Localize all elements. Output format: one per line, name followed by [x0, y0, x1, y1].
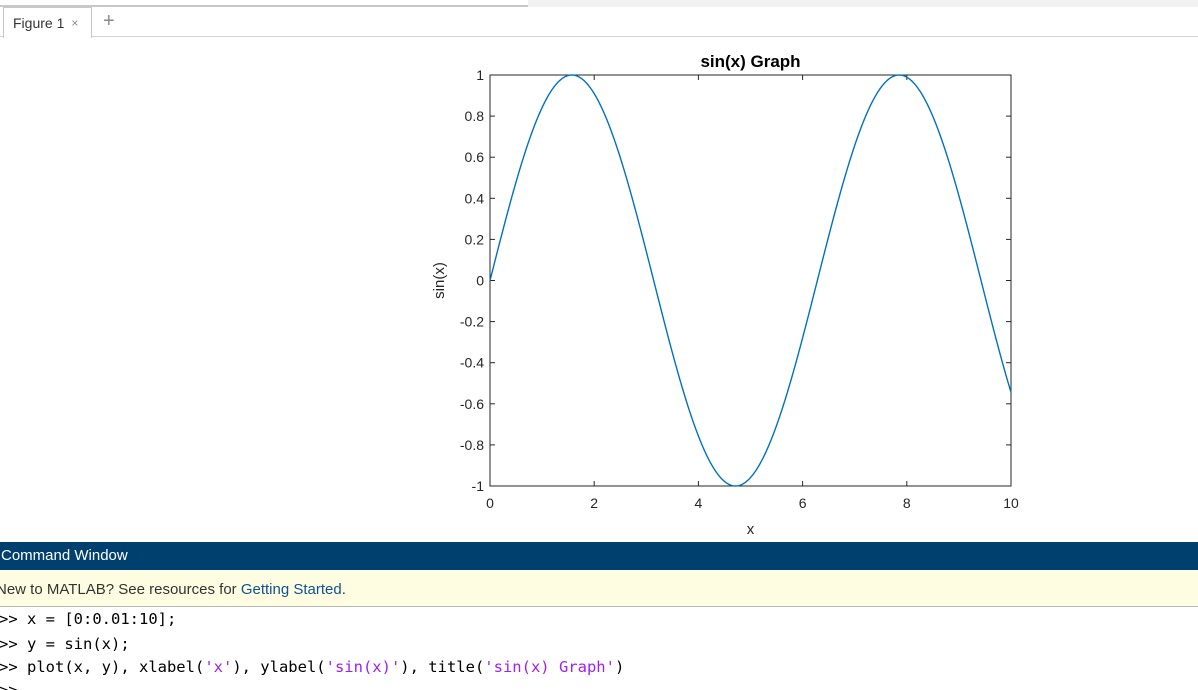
close-icon[interactable]: ×: [71, 16, 79, 30]
string-literal: 'sin(x) Graph': [484, 658, 615, 676]
command-code: ): [614, 658, 625, 676]
x-tick-label: 2: [590, 495, 598, 511]
axes: 0 2 4 6 8 10 1 0.8 0.6 0.4 0.2 0 -0.2 -0.4 -0.6 -0.8 -1: [460, 67, 1019, 511]
y-tick-label: 0.2: [465, 231, 485, 247]
x-tick-label: 0: [486, 495, 494, 511]
axes-box: [489, 74, 1012, 487]
command-code: plot(x, y), xlabel(: [27, 658, 205, 676]
prompt: >>: [0, 681, 27, 690]
chart-title: sin(x) Graph: [700, 52, 800, 71]
tab-label: Figure 1: [13, 15, 65, 31]
series-line-sin: [489, 74, 1012, 487]
figure-canvas: sin(x) Graph 0 2 4 6 8 10 1 0.8 0.6 0.4 0.2 0 -0.2 -0…: [0, 38, 1198, 542]
y-tick-label: 0.4: [465, 190, 485, 206]
x-tick-label: 6: [799, 495, 807, 511]
x-axis-label: x: [747, 521, 755, 538]
command-line: >> y = sin(x);: [0, 635, 130, 653]
command-window-body[interactable]: >> x = [0:0.01:10]; >> y = sin(x); >> pl…: [0, 608, 1198, 690]
sine-plot: sin(x) Graph 0 2 4 6 8 10 1 0.8 0.6 0.4 0.2 0 -0.2 -0…: [431, 52, 1019, 538]
getting-started-link[interactable]: Getting Started: [240, 581, 342, 598]
tab-strip-background: [528, 0, 1198, 7]
command-code: x = [0:0.01:10];: [27, 610, 177, 628]
prompt: >>: [0, 635, 27, 653]
string-literal: 'x': [204, 658, 233, 676]
y-tick-label: -0.6: [460, 396, 484, 412]
y-tick-label: -0.2: [460, 314, 484, 330]
x-tick-label: 8: [903, 495, 911, 511]
y-tick-label: 0.8: [465, 108, 485, 124]
y-tick-label: 0: [476, 273, 484, 289]
add-tab-icon[interactable]: +: [103, 10, 115, 32]
command-line: >> plot(x, y), xlabel('x'), ylabel('sin(…: [0, 658, 624, 676]
series-layer: [489, 74, 1012, 487]
command-code: ), title(: [400, 658, 485, 676]
command-window-banner: New to MATLAB? See resources for Getting…: [0, 570, 1198, 607]
y-axis-label: sin(x): [431, 262, 448, 299]
banner-text: New to MATLAB? See resources for: [0, 581, 241, 598]
tab-figure-1[interactable]: Figure 1 ×: [3, 7, 92, 38]
prompt: >>: [0, 658, 27, 676]
string-literal: 'sin(x)': [325, 658, 401, 676]
command-code: y = sin(x);: [27, 635, 130, 653]
y-tick-label: -1: [472, 478, 485, 494]
command-code: ), ylabel(: [232, 658, 326, 676]
tab-strip-topline: [0, 5, 528, 7]
y-tick-label: -0.8: [460, 437, 484, 453]
figure-tab-strip: Figure 1 × +: [0, 0, 1198, 38]
prompt: >>: [0, 610, 27, 628]
x-tick-label: 4: [695, 495, 703, 511]
y-tick-label: 0.6: [465, 149, 485, 165]
x-tick-label: 10: [1003, 495, 1019, 511]
y-tick-label: 1: [476, 67, 484, 83]
banner-period: .: [341, 581, 346, 598]
command-line: >> x = [0:0.01:10];: [0, 610, 176, 628]
command-line-active[interactable]: >>: [0, 681, 27, 690]
y-tick-label: -0.4: [460, 355, 484, 371]
command-window-header: Command Window: [0, 542, 1198, 570]
